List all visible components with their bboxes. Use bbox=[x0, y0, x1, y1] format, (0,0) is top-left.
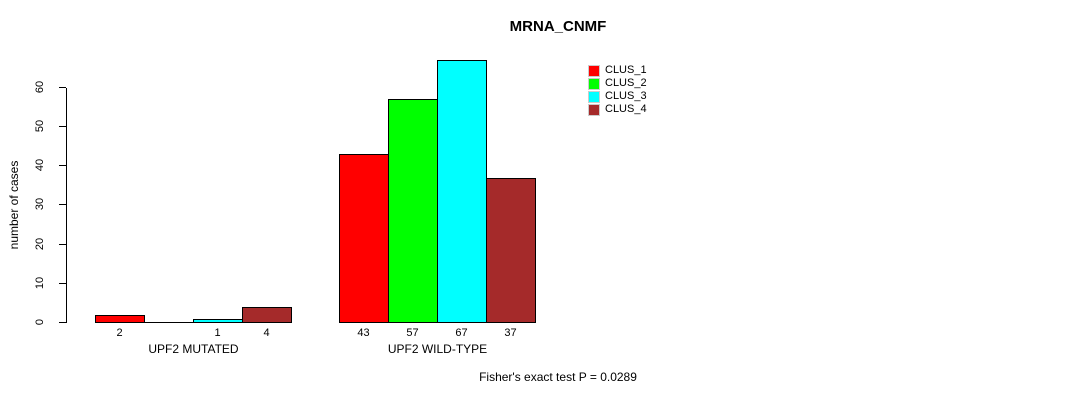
bar-value-label: 1 bbox=[214, 327, 221, 339]
y-tick-label: 60 bbox=[34, 80, 46, 94]
legend-row: CLUS_3 bbox=[588, 90, 647, 103]
legend-row: CLUS_1 bbox=[588, 64, 647, 77]
y-tick-label: 50 bbox=[34, 119, 46, 133]
legend-swatch-clus_1 bbox=[588, 64, 600, 77]
y-tick-label: 30 bbox=[34, 197, 46, 211]
y-tick-label: 20 bbox=[34, 237, 46, 251]
y-axis-label: number of cases bbox=[7, 160, 21, 250]
y-tick-mark bbox=[59, 244, 66, 245]
chart-title: MRNA_CNMF bbox=[509, 18, 607, 35]
legend-swatch-clus_3 bbox=[588, 90, 600, 103]
legend-label: CLUS_1 bbox=[605, 64, 647, 76]
y-axis-line bbox=[66, 88, 67, 323]
x-category-label: UPF2 MUTATED bbox=[148, 342, 239, 356]
bar-value-label: 43 bbox=[357, 327, 370, 339]
bar-value-label: 57 bbox=[406, 327, 419, 339]
legend-label: CLUS_2 bbox=[605, 77, 647, 89]
y-tick-mark bbox=[59, 322, 66, 323]
y-tick-mark bbox=[59, 87, 66, 88]
y-tick-label: 10 bbox=[34, 276, 46, 290]
bar-clus_1-2 bbox=[339, 154, 389, 323]
bar-value-label: 67 bbox=[455, 327, 468, 339]
legend-row: CLUS_2 bbox=[588, 77, 647, 90]
legend-swatch-clus_4 bbox=[588, 103, 600, 116]
legend-label: CLUS_3 bbox=[605, 90, 647, 102]
bar-value-label: 37 bbox=[504, 327, 517, 339]
bar-clus_1-1 bbox=[95, 315, 145, 323]
legend: CLUS_1 CLUS_2 CLUS_3 CLUS_4 bbox=[588, 64, 647, 116]
y-tick-mark bbox=[59, 283, 66, 284]
bar-clus_3-2 bbox=[437, 60, 487, 323]
legend-label: CLUS_4 bbox=[605, 103, 647, 115]
y-tick-mark bbox=[59, 126, 66, 127]
y-tick-label: 40 bbox=[34, 158, 46, 172]
fisher-test-annotation: Fisher's exact test P = 0.0289 bbox=[479, 370, 637, 384]
bar-value-label: 2 bbox=[116, 327, 123, 339]
y-tick-mark bbox=[59, 204, 66, 205]
y-tick-mark bbox=[59, 165, 66, 166]
x-category-label: UPF2 WILD-TYPE bbox=[387, 342, 488, 356]
legend-row: CLUS_4 bbox=[588, 103, 647, 116]
bar-clus_4-1 bbox=[242, 307, 292, 323]
legend-swatch-clus_2 bbox=[588, 77, 600, 90]
y-tick-label: 0 bbox=[34, 318, 46, 326]
bar-clus_3-1 bbox=[193, 319, 243, 323]
bar-clus_4-2 bbox=[486, 178, 536, 323]
bar-value-label: 4 bbox=[263, 327, 270, 339]
bar-clus_2-2 bbox=[388, 99, 438, 323]
